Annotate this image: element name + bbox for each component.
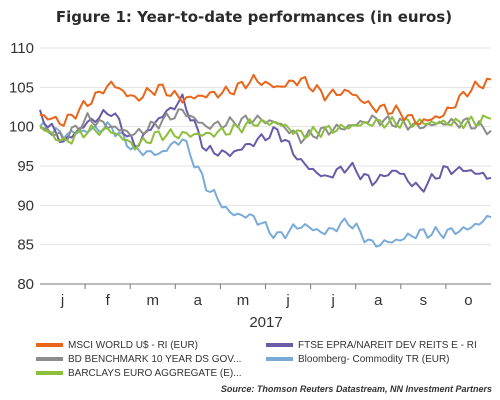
series-line-3 bbox=[39, 121, 492, 248]
y-tick-label: 105 bbox=[9, 79, 34, 96]
x-axis-label: 2017 bbox=[249, 314, 282, 331]
series-lines bbox=[39, 73, 492, 248]
x-tick-label: a bbox=[374, 292, 383, 309]
y-tick-label: 100 bbox=[9, 119, 34, 136]
y-tick-label: 85 bbox=[17, 237, 34, 254]
legend-label: Bloomberg- Commodity TR (EUR) bbox=[298, 354, 450, 365]
x-tick-label: a bbox=[194, 292, 203, 309]
y-axis-ticks: 80 85 90 95 100 105 110 bbox=[9, 40, 34, 293]
y-tick-label: 80 bbox=[17, 276, 34, 293]
y-tick-label: 90 bbox=[17, 197, 34, 214]
x-tick-label: s bbox=[420, 292, 428, 309]
y-tick-label: 110 bbox=[10, 40, 34, 57]
source-note: Source: Thomson Reuters Datastream, NN I… bbox=[221, 384, 492, 394]
chart-title: Figure 1: Year-to-date performances (in … bbox=[56, 8, 452, 26]
x-tick-label: j bbox=[60, 292, 64, 309]
legend: MSCI WORLD U$ - RI (EUR) FTSE EPRA/NAREIT… bbox=[36, 340, 477, 379]
x-tick-label: m bbox=[147, 292, 160, 309]
x-tick-label: m bbox=[237, 292, 250, 309]
legend-label: FTSE EPRA/NAREIT DEV REITS E - RI bbox=[298, 340, 477, 351]
series-line-0 bbox=[39, 73, 492, 127]
x-tick-label: f bbox=[106, 292, 111, 309]
series-line-1 bbox=[39, 93, 492, 193]
x-tick-label: j bbox=[330, 292, 334, 309]
x-tick-label: j bbox=[285, 292, 289, 309]
gridlines bbox=[40, 47, 491, 246]
x-tick-label: o bbox=[464, 292, 472, 309]
legend-label: BARCLAYS EURO AGGREGATE (E)... bbox=[68, 368, 242, 379]
y-tick-label: 95 bbox=[17, 158, 34, 175]
legend-label: BD BENCHMARK 10 YEAR DS GOV... bbox=[68, 354, 241, 365]
legend-label: MSCI WORLD U$ - RI (EUR) bbox=[68, 340, 198, 351]
